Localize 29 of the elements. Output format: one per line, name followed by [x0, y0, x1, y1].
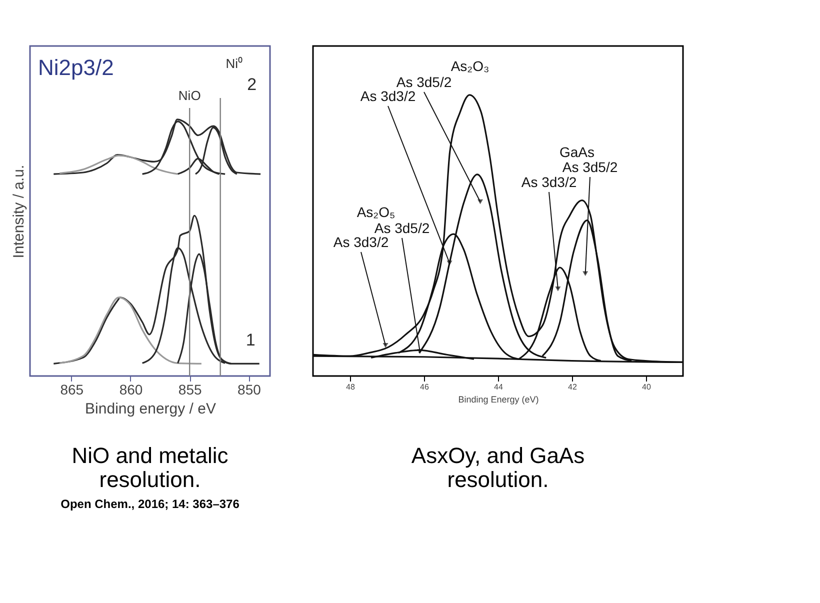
annotation: As₂O₅ — [356, 204, 396, 220]
ref-line-label: Ni⁰ — [226, 56, 243, 71]
x-tick-label: 850 — [238, 382, 262, 398]
annotation: As 3d5/2 — [396, 74, 452, 90]
text: AsxOy, and GaAs resolution. — [411, 443, 585, 492]
annotation: As 3d5/2 — [562, 159, 618, 175]
x-tick-label: 40 — [642, 382, 652, 392]
text: As₂O₃ — [450, 58, 490, 74]
x-tick-label: 42 — [568, 382, 578, 392]
text: Open Chem., 2016; 14: 363–376 — [60, 497, 240, 511]
y-axis-title: Intensity / a.u. — [10, 164, 28, 258]
text: 2 — [247, 75, 257, 94]
x-axis-title: Binding energy / eV — [85, 400, 216, 418]
x-tick-label: 860 — [119, 382, 143, 398]
x-tick-label: 46 — [420, 382, 430, 392]
annotation: As 3d3/2 — [333, 234, 389, 250]
annotation: As 3d3/2 — [360, 88, 416, 104]
x-tick-label: 44 — [494, 382, 504, 392]
series-label: 1 — [246, 330, 256, 350]
ref-line-label: NiO — [178, 88, 201, 103]
x-tick-label: 48 — [346, 382, 356, 392]
x-tick-label: 855 — [178, 382, 202, 398]
text: Ni2p3/2 — [38, 55, 114, 80]
annotation: As 3d5/2 — [374, 220, 430, 236]
x-axis-title: Binding Energy (eV) — [458, 394, 539, 404]
text: NiO and metalic resolution. — [72, 443, 228, 492]
annotation: GaAs — [559, 144, 595, 160]
x-tick-label: 865 — [60, 382, 84, 398]
annotation: As 3d3/2 — [521, 174, 577, 190]
